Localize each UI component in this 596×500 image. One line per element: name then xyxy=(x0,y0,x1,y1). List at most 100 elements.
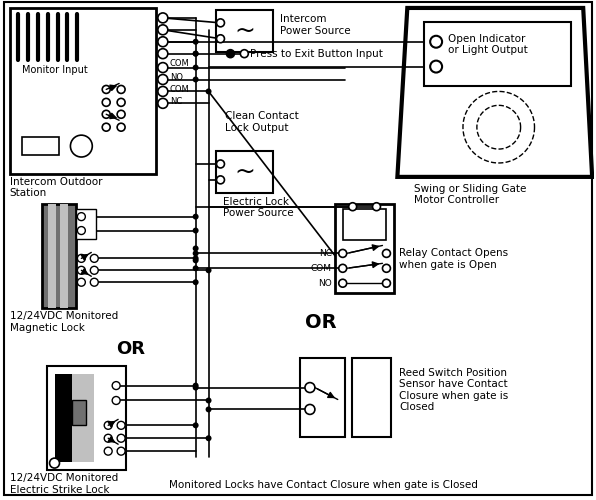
Circle shape xyxy=(193,266,198,272)
Circle shape xyxy=(339,279,347,287)
Bar xyxy=(343,208,386,240)
Circle shape xyxy=(193,50,198,56)
Text: 12/24VDC Monitored
Electric Strike Lock: 12/24VDC Monitored Electric Strike Lock xyxy=(10,473,118,494)
Circle shape xyxy=(77,278,85,286)
Bar xyxy=(46,366,126,470)
Circle shape xyxy=(206,398,212,404)
Text: Intercom
Power Source: Intercom Power Source xyxy=(280,14,350,36)
Polygon shape xyxy=(398,8,592,177)
Circle shape xyxy=(91,254,98,262)
Circle shape xyxy=(91,266,98,274)
Circle shape xyxy=(158,37,168,46)
Circle shape xyxy=(206,436,212,441)
Circle shape xyxy=(430,60,442,72)
Circle shape xyxy=(193,256,198,262)
Circle shape xyxy=(77,212,85,220)
Circle shape xyxy=(117,123,125,131)
Circle shape xyxy=(158,74,168,85)
Text: Clean Contact
Lock Output: Clean Contact Lock Output xyxy=(225,112,299,133)
Circle shape xyxy=(104,434,112,442)
Circle shape xyxy=(104,422,112,430)
Bar xyxy=(21,137,60,155)
Bar xyxy=(76,208,97,238)
Circle shape xyxy=(430,36,442,48)
Text: Relay Contact Opens
when gate is Open: Relay Contact Opens when gate is Open xyxy=(399,248,508,270)
Circle shape xyxy=(158,62,168,72)
Circle shape xyxy=(383,279,390,287)
Circle shape xyxy=(158,13,168,23)
Bar xyxy=(352,358,392,438)
Circle shape xyxy=(103,110,110,118)
Text: Intercom Outdoor
Station: Intercom Outdoor Station xyxy=(10,177,103,199)
Circle shape xyxy=(104,447,112,455)
Circle shape xyxy=(216,19,225,27)
Bar xyxy=(300,358,344,438)
Text: COM: COM xyxy=(311,264,332,273)
Bar xyxy=(54,374,73,462)
Text: Press to Exit Button Input: Press to Exit Button Input xyxy=(250,48,383,58)
Text: ~: ~ xyxy=(234,160,254,184)
Circle shape xyxy=(193,258,198,264)
Circle shape xyxy=(117,422,125,430)
Circle shape xyxy=(339,250,347,258)
Circle shape xyxy=(193,382,198,388)
Circle shape xyxy=(349,202,356,210)
Circle shape xyxy=(193,246,198,252)
Text: ~: ~ xyxy=(234,19,254,43)
Circle shape xyxy=(103,123,110,131)
Circle shape xyxy=(206,406,212,412)
Circle shape xyxy=(339,264,347,272)
Circle shape xyxy=(117,86,125,94)
Circle shape xyxy=(112,396,120,404)
Bar xyxy=(60,204,69,308)
Text: 12/24VDC Monitored
Magnetic Lock: 12/24VDC Monitored Magnetic Lock xyxy=(10,311,118,332)
Circle shape xyxy=(226,50,234,58)
Text: COM: COM xyxy=(170,85,190,94)
Circle shape xyxy=(77,226,85,234)
Circle shape xyxy=(193,39,198,44)
Circle shape xyxy=(206,88,212,94)
Circle shape xyxy=(305,404,315,414)
Circle shape xyxy=(117,447,125,455)
Circle shape xyxy=(49,458,60,468)
Text: Open Indicator
or Light Output: Open Indicator or Light Output xyxy=(448,34,528,56)
Circle shape xyxy=(193,250,198,256)
Circle shape xyxy=(158,98,168,108)
Circle shape xyxy=(117,110,125,118)
Bar xyxy=(73,400,86,425)
Circle shape xyxy=(117,98,125,106)
Text: OR: OR xyxy=(116,340,145,358)
Circle shape xyxy=(158,25,168,35)
Circle shape xyxy=(193,50,198,56)
Text: Monitored Locks have Contact Closure when gate is Closed: Monitored Locks have Contact Closure whe… xyxy=(169,480,477,490)
Circle shape xyxy=(103,86,110,94)
Circle shape xyxy=(193,228,198,234)
Circle shape xyxy=(193,214,198,220)
Text: Electric Lock
Power Source: Electric Lock Power Source xyxy=(224,197,294,218)
Circle shape xyxy=(206,268,212,274)
Circle shape xyxy=(216,160,225,168)
Bar xyxy=(48,204,55,308)
Circle shape xyxy=(91,278,98,286)
Circle shape xyxy=(305,382,315,392)
Bar xyxy=(335,204,395,293)
Circle shape xyxy=(240,50,249,58)
Bar xyxy=(42,204,76,308)
Circle shape xyxy=(193,422,198,428)
Bar xyxy=(424,22,572,86)
Circle shape xyxy=(193,384,198,390)
Circle shape xyxy=(193,279,198,285)
Text: Swing or Sliding Gate
Motor Controller: Swing or Sliding Gate Motor Controller xyxy=(414,184,527,206)
Circle shape xyxy=(193,64,198,70)
Bar xyxy=(10,8,156,174)
Circle shape xyxy=(383,264,390,272)
Text: NC: NC xyxy=(319,249,332,258)
Circle shape xyxy=(216,176,225,184)
Circle shape xyxy=(70,135,92,157)
Text: Reed Switch Position
Sensor have Contact
Closure when gate is
Closed: Reed Switch Position Sensor have Contact… xyxy=(399,368,508,412)
Circle shape xyxy=(103,98,110,106)
Circle shape xyxy=(77,254,85,262)
Circle shape xyxy=(77,266,85,274)
Bar xyxy=(216,10,273,51)
Text: NO: NO xyxy=(170,73,183,82)
